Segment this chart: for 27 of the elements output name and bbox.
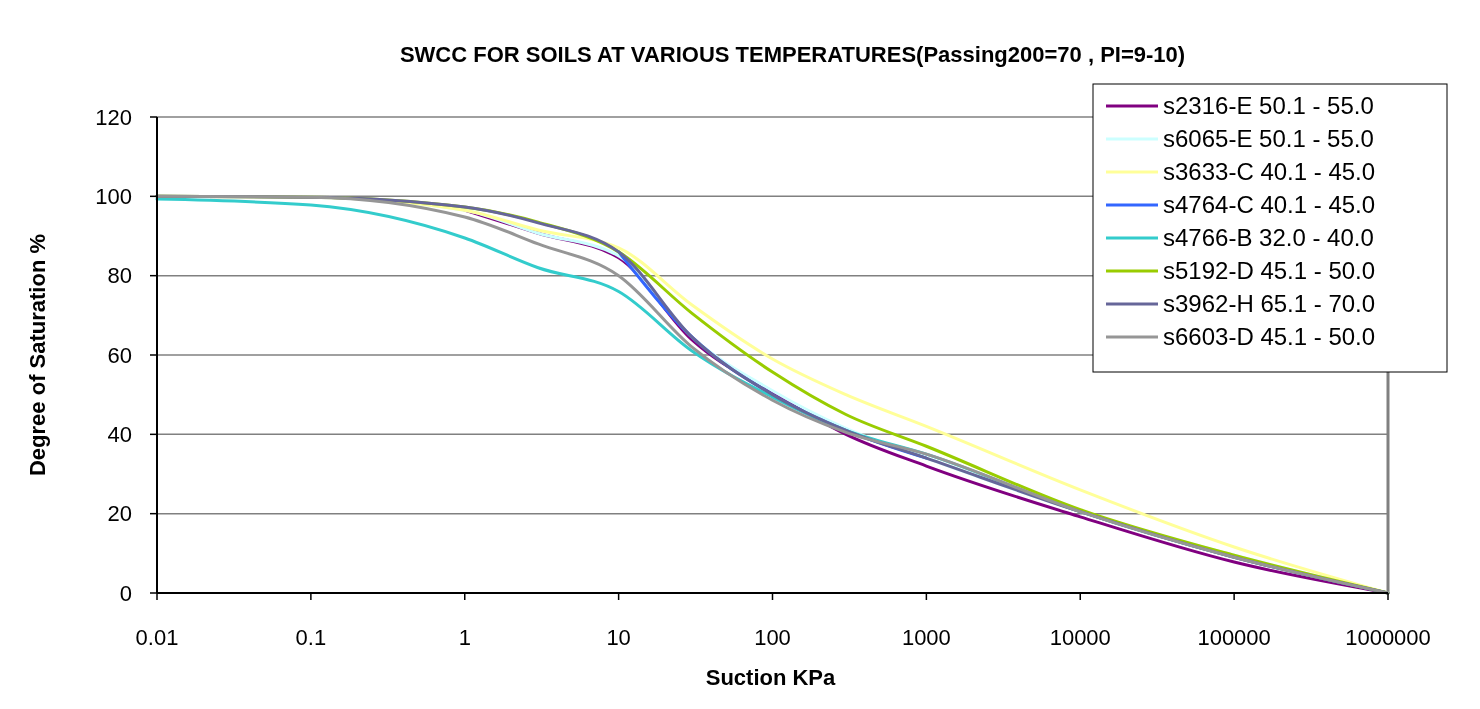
x-tick-label: 0.01 (135, 625, 179, 650)
legend-label: s5192-D 45.1 - 50.0 (1163, 257, 1376, 285)
y-tick-label: 80 (107, 263, 132, 289)
legend-label: s6603-D 45.1 - 50.0 (1163, 323, 1376, 351)
legend-label: s6065-E 50.1 - 55.0 (1163, 125, 1374, 153)
x-axis-title: Suction KPa (705, 665, 837, 690)
x-tick-label: 1000 (901, 625, 951, 650)
x-tick-label: 0.1 (295, 625, 327, 650)
legend-label: s4764-C 40.1 - 45.0 (1163, 191, 1376, 219)
chart-title: SWCC FOR SOILS AT VARIOUS TEMPERATURES(Passing200=70 , PI=9-10) (399, 42, 1186, 67)
y-tick-label: 20 (107, 501, 132, 527)
legend-label: s3962-H 65.1 - 70.0 (1163, 290, 1376, 318)
y-tick-label: 0 (119, 580, 132, 606)
x-tick-label: 10000 (1049, 625, 1111, 650)
legend-label: s3633-C 40.1 - 45.0 (1163, 158, 1376, 186)
x-tick-label: 1000000 (1345, 625, 1431, 650)
x-tick-label: 100000 (1197, 625, 1271, 650)
x-tick-label: 10 (606, 625, 631, 650)
y-axis-title: Degree of Saturation % (25, 233, 50, 477)
x-tick-label: 100 (754, 625, 791, 650)
y-tick-label: 40 (107, 422, 132, 448)
y-tick-label: 100 (95, 184, 132, 210)
x-tick-label: 1 (458, 625, 471, 650)
y-tick-label: 120 (95, 104, 132, 130)
y-tick-label: 60 (107, 342, 132, 368)
legend-label: s2316-E 50.1 - 55.0 (1163, 92, 1374, 120)
legend-label: s4766-B 32.0 - 40.0 (1163, 224, 1374, 252)
